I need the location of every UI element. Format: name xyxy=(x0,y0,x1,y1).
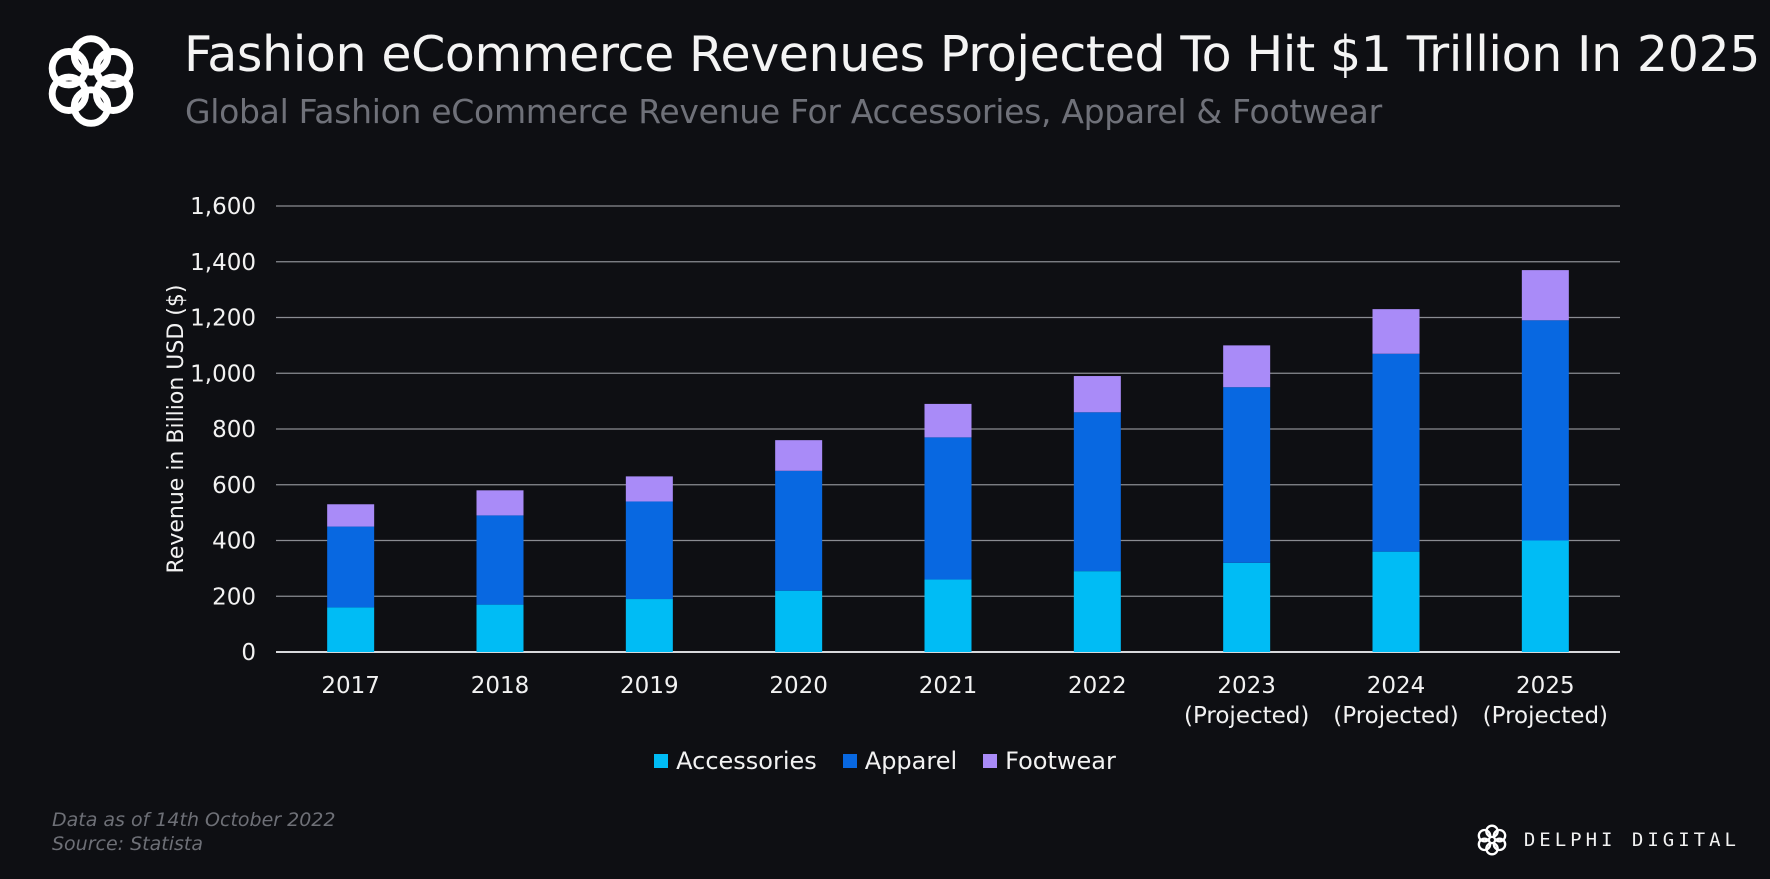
bar-footwear-2024 xyxy=(1372,309,1420,354)
y-axis-label: Revenue in Billion USD ($) xyxy=(164,285,189,574)
bar-accessories-2019 xyxy=(625,599,673,652)
bar-apparel-2018 xyxy=(476,515,524,605)
y-tick-label: 0 xyxy=(241,640,256,666)
x-tick-label: 2019 xyxy=(620,673,679,699)
bar-footwear-2025 xyxy=(1521,270,1569,321)
legend-swatch-apparel xyxy=(842,754,857,768)
bar-apparel-2017 xyxy=(327,526,375,608)
y-tick-label: 1,000 xyxy=(190,361,256,387)
source-note: Source: Statista xyxy=(52,833,203,855)
legend-item-apparel: Apparel xyxy=(842,747,958,775)
x-tick-label: 2023 xyxy=(1217,673,1276,699)
bar-accessories-2022 xyxy=(1073,571,1121,652)
x-tick-label: 2024 xyxy=(1367,673,1426,699)
bar-accessories-2024 xyxy=(1372,551,1420,652)
bar-accessories-2023 xyxy=(1223,562,1271,652)
bar-apparel-2024 xyxy=(1372,353,1420,552)
bar-apparel-2020 xyxy=(775,470,823,591)
bar-accessories-2017 xyxy=(327,607,375,652)
legend-item-accessories: Accessories xyxy=(654,747,817,775)
bar-apparel-2023 xyxy=(1223,387,1271,563)
y-tick-label: 1,400 xyxy=(190,250,256,276)
y-tick-label: 800 xyxy=(212,417,256,443)
x-tick-label: 2018 xyxy=(471,673,530,699)
x-tick-label: 2017 xyxy=(321,673,380,699)
chart-title: Fashion eCommerce Revenues Projected To … xyxy=(184,26,1761,83)
chart-subtitle: Global Fashion eCommerce Revenue For Acc… xyxy=(185,92,1382,131)
y-tick-label: 1,600 xyxy=(190,194,256,220)
bar-footwear-2023 xyxy=(1223,345,1271,388)
chart-legend: Accessories Apparel Footwear xyxy=(0,747,1770,775)
legend-label-footwear: Footwear xyxy=(1005,747,1116,775)
legend-item-footwear: Footwear xyxy=(983,747,1116,775)
data-date-note: Data as of 14th October 2022 xyxy=(52,809,336,831)
legend-label-accessories: Accessories xyxy=(676,747,817,775)
bar-accessories-2025 xyxy=(1521,540,1569,652)
bar-apparel-2019 xyxy=(625,501,673,600)
y-tick-label: 200 xyxy=(212,584,256,610)
y-tick-label: 600 xyxy=(212,473,256,499)
x-tick-label: (Projected) xyxy=(1483,703,1608,729)
x-tick-label: 2022 xyxy=(1068,673,1127,699)
x-tick-label: (Projected) xyxy=(1333,703,1458,729)
bar-accessories-2020 xyxy=(775,590,823,652)
bar-apparel-2025 xyxy=(1521,320,1569,541)
bar-accessories-2018 xyxy=(476,604,524,652)
bar-footwear-2021 xyxy=(924,403,972,438)
footnote: Data as of 14th October 2022 Source: Sta… xyxy=(52,808,335,856)
brand-mark: DELPHI DIGITAL xyxy=(1472,820,1740,860)
bar-footwear-2022 xyxy=(1073,376,1121,413)
y-tick-label: 400 xyxy=(212,529,256,555)
x-tick-label: 2025 xyxy=(1516,673,1575,699)
x-tick-label: 2020 xyxy=(769,673,828,699)
bar-apparel-2022 xyxy=(1073,412,1121,572)
x-tick-label: 2021 xyxy=(919,673,978,699)
delphi-knot-logo-icon xyxy=(48,35,134,127)
brand-name: DELPHI DIGITAL xyxy=(1523,829,1740,851)
x-tick-label: (Projected) xyxy=(1184,703,1309,729)
bar-footwear-2017 xyxy=(327,504,375,527)
bar-footwear-2018 xyxy=(476,490,524,516)
legend-swatch-accessories xyxy=(654,754,669,768)
legend-label-apparel: Apparel xyxy=(864,747,958,775)
bar-accessories-2021 xyxy=(924,579,972,652)
bar-footwear-2019 xyxy=(625,476,673,502)
y-tick-label: 1,200 xyxy=(190,306,256,332)
bar-apparel-2021 xyxy=(924,437,972,580)
legend-swatch-footwear xyxy=(983,754,998,768)
delphi-knot-small-icon xyxy=(1477,824,1507,856)
bar-footwear-2020 xyxy=(775,440,823,471)
